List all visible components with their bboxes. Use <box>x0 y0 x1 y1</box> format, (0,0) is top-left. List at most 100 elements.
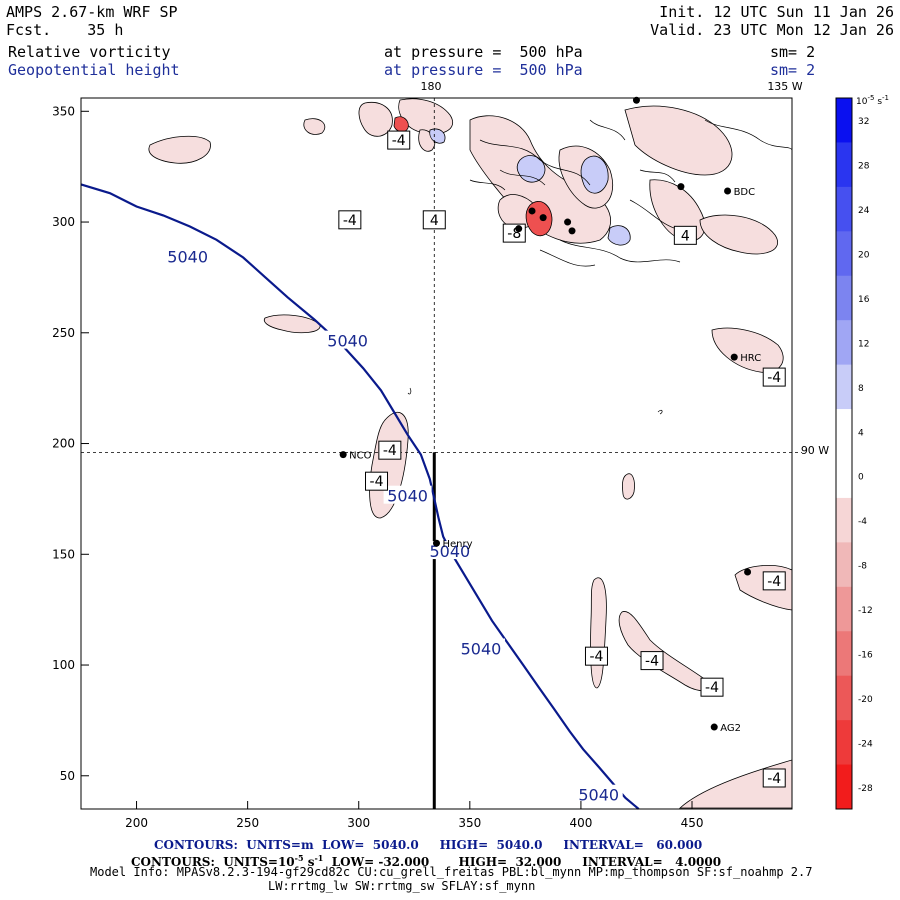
station-label: AG2 <box>720 723 741 734</box>
y-tick-label: 250 <box>52 326 75 340</box>
colorbar-tick-label: 4 <box>858 428 864 438</box>
vorticity-label-box <box>640 651 664 671</box>
station-marker <box>515 225 523 233</box>
colorbar-tick-label: -24 <box>858 739 873 749</box>
colorbar-tick-label: 24 <box>858 206 870 216</box>
height-contour-label: 5040 <box>327 332 368 351</box>
height-contour-label: 5040 <box>167 247 208 266</box>
pressure2: at pressure = 500 hPa <box>384 61 583 79</box>
colorbar-swatch <box>836 586 852 632</box>
station-marker <box>744 568 752 576</box>
colorbar-tick-label: -16 <box>858 650 873 660</box>
x-tick-label: 450 <box>681 816 704 830</box>
vorticity-label: -4 <box>392 133 406 149</box>
colorbar-swatch <box>836 720 852 766</box>
vorticity-label: -4 <box>705 680 719 696</box>
vorticity-label: 4 <box>430 213 439 229</box>
station-marker <box>528 207 536 215</box>
plot-frame <box>80 97 793 810</box>
colorbar-tick-label: -8 <box>858 562 867 572</box>
height-contour-5040 <box>80 183 640 810</box>
colorbar-swatch <box>836 231 852 277</box>
height-contour-label: 5040 <box>387 487 428 506</box>
colorbar-tick-label: 12 <box>858 339 869 349</box>
height-contour-labels: 5040 5040 5040 5040 5040 5040 <box>163 246 623 805</box>
pressure1: at pressure = 500 hPa <box>384 43 583 61</box>
footer-model-info: Model Info: MPASv8.2.3-194-gf29cd82c CU:… <box>90 865 813 879</box>
station-label: HRC <box>740 353 761 364</box>
station-marker <box>710 723 718 731</box>
colorbar-tick-label: -12 <box>858 606 873 616</box>
lon-135w-label: 135 W <box>767 80 802 93</box>
station-marker <box>539 214 547 222</box>
vorticity-label-box <box>378 440 402 460</box>
y-tick-label: 200 <box>52 437 75 451</box>
fcst-value: 35 h <box>87 21 124 39</box>
valid-time: Valid. 23 UTC Mon 12 Jan 26 <box>650 21 894 39</box>
forecast-label: Fcst. 35 h <box>6 21 123 39</box>
station-label: Henry <box>443 539 473 550</box>
x-tick-label: 250 <box>236 816 259 830</box>
x-tick-label: 300 <box>347 816 370 830</box>
smoothing2: sm= 2 <box>770 61 816 79</box>
station-marker <box>730 353 738 361</box>
x-tick-label: 200 <box>125 816 148 830</box>
vorticity-label-box <box>762 768 786 788</box>
colorbar-tick-label: -20 <box>858 695 873 705</box>
colorbar-tick-label: 8 <box>858 384 864 394</box>
colorbar-tick-label: 20 <box>858 251 870 261</box>
station-marker <box>568 227 576 235</box>
station-marker <box>564 218 572 226</box>
height-label-bg <box>323 330 372 349</box>
colorbar-swatch <box>836 764 852 810</box>
colorbar-swatch <box>836 186 852 232</box>
vorticity-label-box <box>700 677 724 697</box>
colorbar-tick-label: -4 <box>858 517 867 527</box>
colorbar-tick-label: -28 <box>858 784 873 794</box>
colorbar-tick-label: 0 <box>858 473 864 483</box>
station-marker <box>677 183 685 191</box>
vorticity-label-box <box>762 571 786 591</box>
vorticity-label-box <box>338 210 362 230</box>
height-contour-label: 5040 <box>429 542 470 561</box>
x-tick-label: 400 <box>569 816 592 830</box>
colorbar-swatch <box>836 275 852 321</box>
x-tick-label: 350 <box>458 816 481 830</box>
station-label: NCO <box>349 451 371 462</box>
init-time: Init. 12 UTC Sun 11 Jan 26 <box>659 3 894 21</box>
colorbar-tick-label: 16 <box>858 295 870 305</box>
footer-model-info2: LW:rrtmg_lw SW:rrtmg_sw SFLAY:sf_mynn <box>268 879 536 893</box>
colorbar-tick-label: 28 <box>858 162 870 172</box>
y-tick-label: 50 <box>60 769 75 783</box>
footer-vort-contours: CONTOURS: UNITS=10-5 s-1 LOW= -32.000 HI… <box>131 853 722 869</box>
vorticity-label: 4 <box>681 228 690 244</box>
colorbar-swatch <box>836 364 852 410</box>
colorbar-unit: 10-5 s-1 <box>856 94 889 107</box>
colorbar-swatch <box>836 409 852 454</box>
station-marker <box>433 539 440 547</box>
colorbar-swatch <box>836 497 852 543</box>
vorticity-label: -4 <box>370 474 384 490</box>
x-axis: 200 250 300 350 400 450 <box>125 801 703 830</box>
y-tick-label: 100 <box>52 658 75 672</box>
colorbar-swatch <box>836 542 852 588</box>
colorbar: 32 28 24 20 16 12 8 4 0 -4 -8 -12 -16 -20 -24 -28 <box>835 97 873 810</box>
vorticity-label: -4 <box>767 574 781 590</box>
height-contour-label: 5040 <box>578 786 619 805</box>
colorbar-swatch <box>836 453 852 499</box>
vorticity-label-box <box>762 367 786 387</box>
colorbar-tick-label: 32 <box>858 117 869 127</box>
lon-180-label: 180 <box>421 80 442 93</box>
station-label: BDC <box>734 187 756 198</box>
height-contour-label: 5040 <box>461 640 502 659</box>
height-label-bg <box>456 638 505 657</box>
vorticity-label: -4 <box>383 443 397 459</box>
y-axis: 50 100 150 200 250 300 350 <box>52 104 89 783</box>
smoothing1: sm= 2 <box>770 43 816 61</box>
vorticity-label-box <box>422 210 446 230</box>
height-label-bg <box>163 246 212 265</box>
colorbar-swatch <box>836 631 852 677</box>
fcst-label: Fcst. <box>6 21 52 39</box>
colorbar-swatch <box>836 142 852 188</box>
